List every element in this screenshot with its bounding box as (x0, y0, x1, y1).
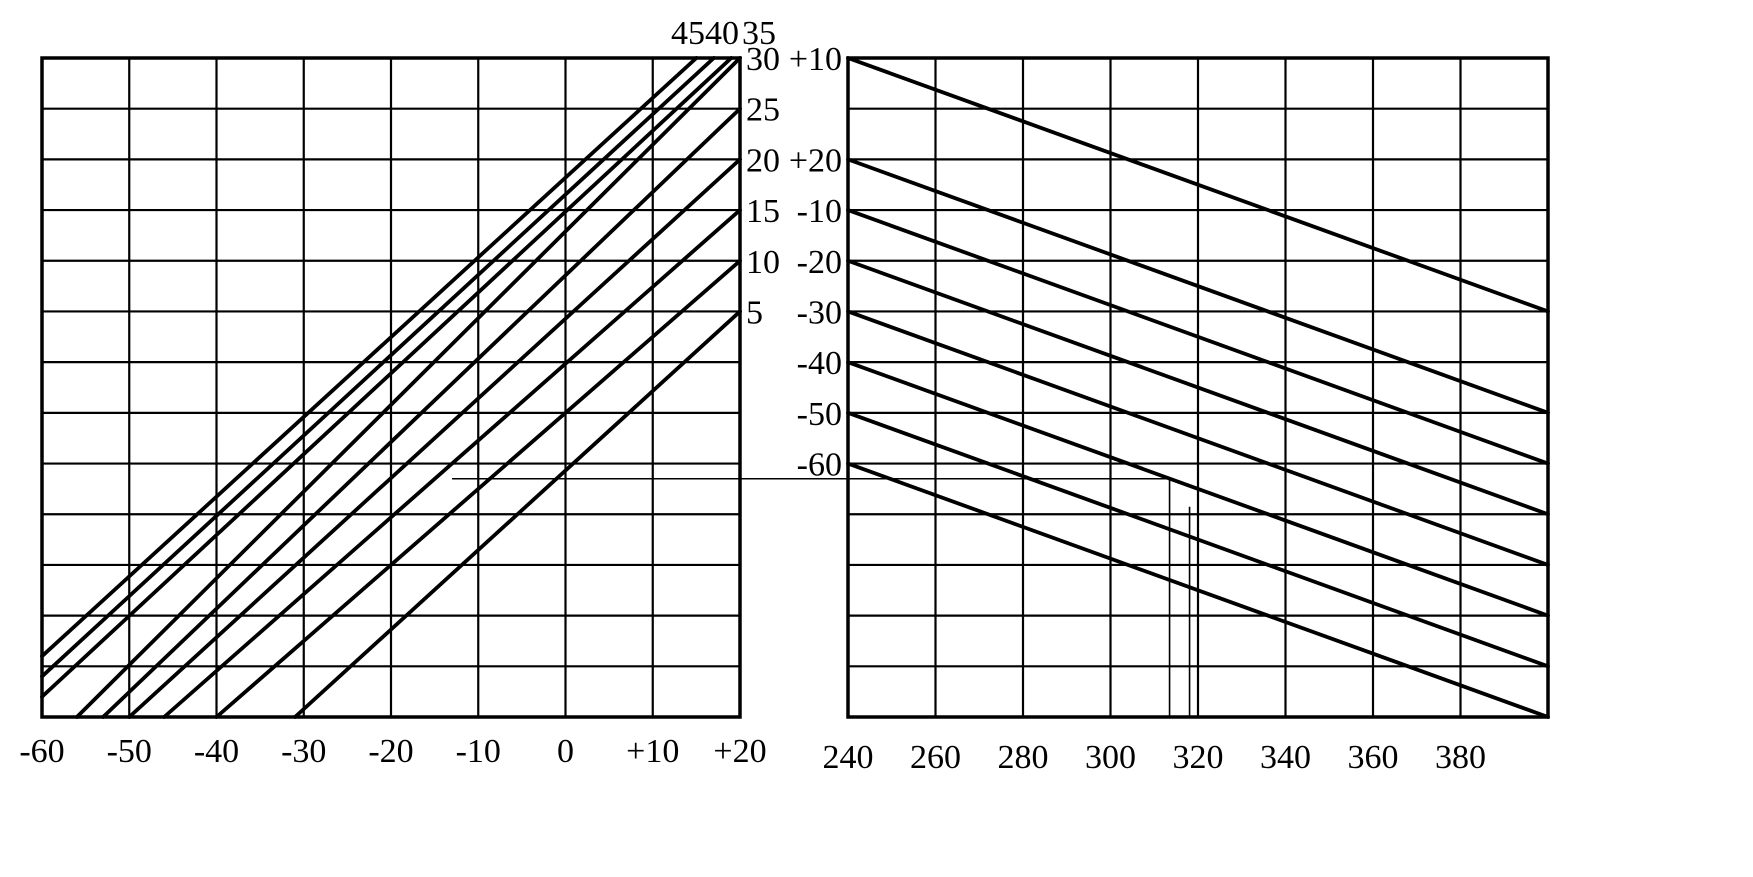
left-frame (40, 56, 742, 719)
series-line--40 (846, 360, 1550, 618)
connector-lines (452, 477, 1191, 717)
series-label-top: 35 (742, 15, 776, 52)
series-label-top: 40 (705, 15, 739, 52)
x-tick-label: 0 (557, 733, 574, 770)
right-frame (846, 56, 1550, 719)
connector-line (452, 477, 1171, 717)
series-line--30 (846, 309, 1550, 567)
series-line-+20 (846, 157, 1550, 415)
right-curves (846, 56, 1550, 719)
series-label: -30 (797, 294, 842, 331)
series-label-top: 45 (671, 15, 705, 52)
left-panel: -60 -50 -40 -30 -20 -10 0 +10 +20 5 10 15 20 25 30 45… (19, 15, 780, 770)
x-tick-label: +10 (626, 733, 679, 770)
x-tick-label: -40 (194, 733, 239, 770)
right-x-tick-labels: 240 260 280 300 320 340 360 380 (823, 739, 1487, 776)
left-top-labels: 45 40 35 (671, 15, 776, 52)
right-grid (848, 58, 1548, 717)
series-label: +10 (789, 41, 842, 78)
x-tick-label: 380 (1435, 739, 1486, 776)
series-line--60 (846, 461, 1550, 719)
series-line-35 (40, 56, 734, 699)
series-line--10 (846, 208, 1550, 466)
x-tick-label: -30 (281, 733, 326, 770)
series-label: 30 (746, 41, 780, 78)
x-tick-label: 280 (998, 739, 1049, 776)
x-tick-label: 260 (910, 739, 961, 776)
series-label: 20 (746, 142, 780, 179)
series-line-40 (40, 56, 716, 679)
series-line--20 (846, 258, 1550, 517)
x-tick-label: 300 (1085, 739, 1136, 776)
x-tick-label: 240 (823, 739, 874, 776)
series-line-5 (293, 309, 742, 719)
series-label: -10 (797, 193, 842, 230)
left-right-labels: 5 10 15 20 25 30 (746, 41, 780, 331)
series-label: 25 (746, 92, 780, 129)
series-line-20 (127, 157, 742, 719)
series-line-+10 (846, 56, 1550, 314)
x-tick-label: 360 (1348, 739, 1399, 776)
series-label: -20 (797, 244, 842, 281)
left-grid (42, 58, 740, 717)
series-line-30 (75, 56, 742, 719)
series-line--50 (846, 410, 1550, 669)
x-tick-label: +20 (713, 733, 766, 770)
x-tick-label: 320 (1173, 739, 1224, 776)
series-label: -40 (797, 345, 842, 382)
left-x-tick-labels: -60 -50 -40 -30 -20 -10 0 +10 +20 (19, 733, 766, 770)
x-tick-label: -20 (368, 733, 413, 770)
series-label: 5 (746, 294, 763, 331)
right-left-labels: +10 +20 -10 -20 -30 -40 -50 -60 (789, 41, 842, 484)
right-panel: 240 260 280 300 320 340 360 380 +10 +20 -10 -20 -30… (789, 41, 1550, 776)
series-label: 10 (746, 244, 780, 281)
x-tick-label: -10 (456, 733, 501, 770)
left-curves (40, 56, 742, 719)
series-label: -60 (797, 447, 842, 484)
series-line-10 (214, 258, 742, 719)
x-tick-label: -50 (107, 733, 152, 770)
series-line-25 (101, 106, 742, 719)
series-line-15 (162, 208, 742, 719)
series-label: +20 (789, 142, 842, 179)
series-label: -50 (797, 396, 842, 433)
x-tick-label: -60 (19, 733, 64, 770)
series-label: 15 (746, 193, 780, 230)
x-tick-label: 340 (1260, 739, 1311, 776)
series-line-45 (40, 56, 699, 659)
